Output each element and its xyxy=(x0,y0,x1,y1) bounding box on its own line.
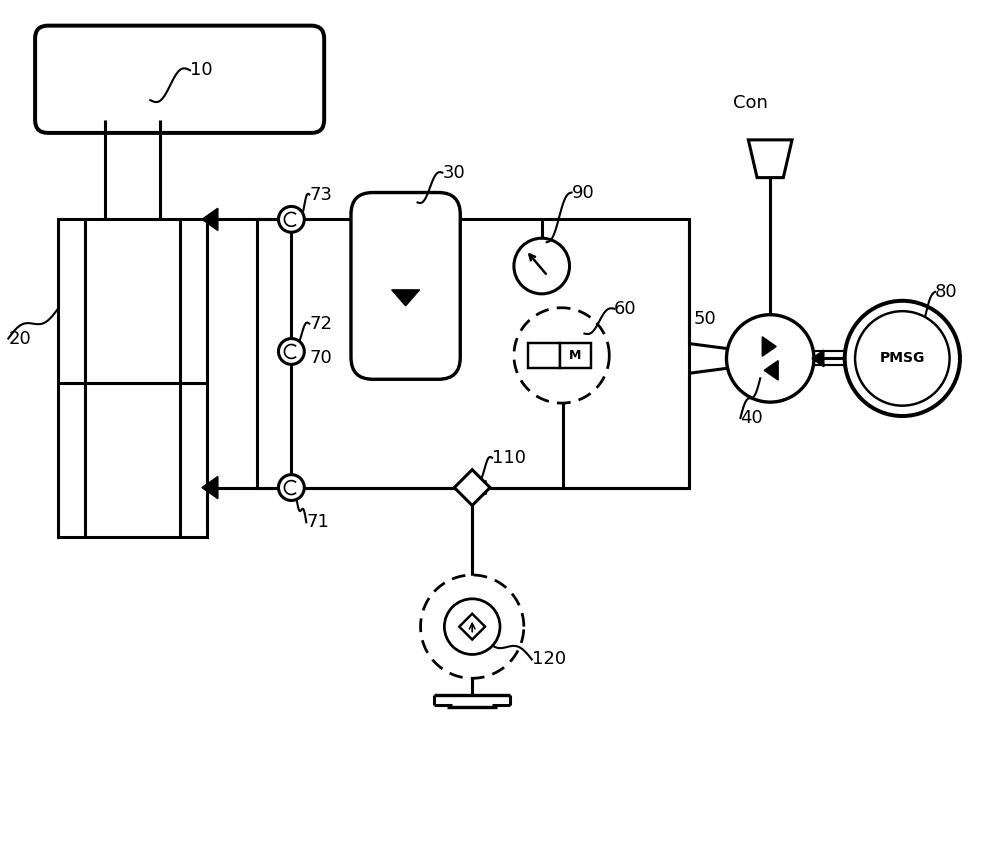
Circle shape xyxy=(278,339,304,364)
Polygon shape xyxy=(764,361,778,380)
Text: Con: Con xyxy=(733,94,768,112)
Bar xyxy=(560,342,591,368)
Text: 70: 70 xyxy=(309,349,332,368)
Circle shape xyxy=(278,207,304,233)
Bar xyxy=(528,342,560,368)
Text: 73: 73 xyxy=(309,185,332,203)
Text: 50: 50 xyxy=(694,309,716,328)
Polygon shape xyxy=(454,470,490,506)
Text: 110: 110 xyxy=(492,448,526,467)
Text: PMSG: PMSG xyxy=(880,352,925,365)
Polygon shape xyxy=(812,350,824,367)
Circle shape xyxy=(855,311,950,405)
Circle shape xyxy=(514,239,570,294)
Text: 72: 72 xyxy=(309,314,332,333)
Polygon shape xyxy=(202,208,218,230)
Polygon shape xyxy=(476,481,486,495)
FancyBboxPatch shape xyxy=(351,192,460,379)
Text: 120: 120 xyxy=(532,651,566,668)
Text: 80: 80 xyxy=(935,283,958,301)
Polygon shape xyxy=(459,614,485,640)
Text: 10: 10 xyxy=(190,62,213,79)
Bar xyxy=(257,219,689,487)
Polygon shape xyxy=(392,290,420,306)
FancyBboxPatch shape xyxy=(35,25,324,133)
Bar xyxy=(58,219,207,537)
Text: 90: 90 xyxy=(572,184,594,201)
Text: 30: 30 xyxy=(442,164,465,181)
Circle shape xyxy=(726,314,814,402)
Polygon shape xyxy=(202,476,218,499)
Polygon shape xyxy=(762,336,776,357)
Text: 71: 71 xyxy=(306,513,329,531)
Text: 40: 40 xyxy=(740,409,763,427)
Circle shape xyxy=(278,475,304,501)
Circle shape xyxy=(845,301,960,416)
Circle shape xyxy=(444,599,500,654)
Text: M: M xyxy=(569,349,582,362)
Polygon shape xyxy=(748,140,792,178)
Text: 60: 60 xyxy=(614,300,637,318)
Text: 20: 20 xyxy=(8,330,31,347)
